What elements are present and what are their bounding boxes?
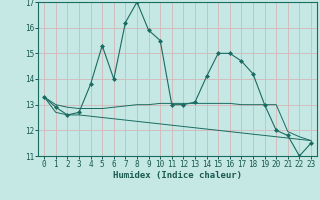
X-axis label: Humidex (Indice chaleur): Humidex (Indice chaleur) — [113, 171, 242, 180]
